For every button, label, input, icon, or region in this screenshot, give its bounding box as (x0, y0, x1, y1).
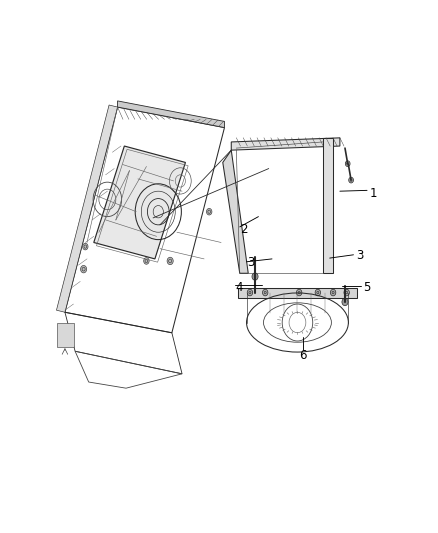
Polygon shape (117, 101, 224, 127)
Circle shape (83, 243, 88, 250)
Circle shape (206, 208, 212, 215)
Circle shape (167, 257, 173, 265)
Circle shape (342, 298, 348, 306)
Circle shape (144, 257, 149, 264)
Text: 3: 3 (357, 249, 364, 262)
Circle shape (247, 289, 253, 296)
Text: 2: 2 (240, 223, 248, 236)
Circle shape (81, 265, 87, 273)
Polygon shape (57, 105, 117, 312)
Polygon shape (94, 146, 185, 259)
Polygon shape (57, 322, 74, 347)
Text: 4: 4 (235, 281, 243, 294)
Circle shape (252, 289, 258, 297)
Polygon shape (223, 150, 248, 273)
Circle shape (315, 289, 321, 296)
Circle shape (330, 289, 336, 296)
Text: 3: 3 (247, 256, 254, 269)
Text: 1: 1 (370, 187, 378, 200)
Circle shape (344, 289, 350, 296)
Text: 6: 6 (299, 349, 306, 362)
Circle shape (345, 161, 350, 166)
Circle shape (297, 289, 302, 296)
Circle shape (252, 273, 258, 280)
Circle shape (262, 289, 268, 296)
Circle shape (349, 177, 353, 183)
Polygon shape (231, 138, 340, 150)
Polygon shape (323, 138, 333, 273)
Text: 5: 5 (364, 281, 371, 294)
Polygon shape (238, 288, 357, 298)
